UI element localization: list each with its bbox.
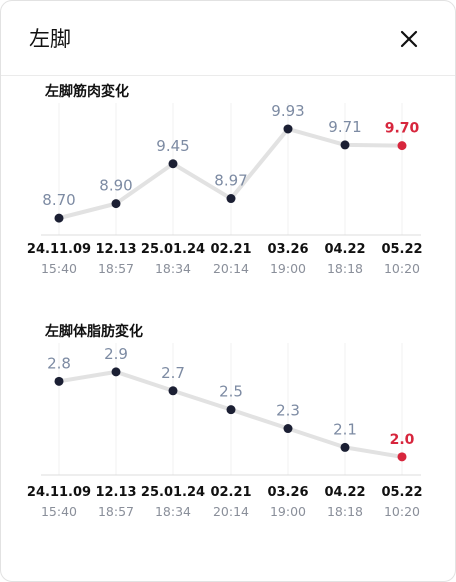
data-point: [111, 367, 121, 377]
x-tick-date: 24.11.09: [27, 485, 91, 500]
x-tick-time: 18:18: [327, 261, 363, 276]
muscle-change-chart: 8.70 24.11.09 15:40 8.90 12.13 18:57 9.45 25.01…: [27, 102, 423, 276]
x-tick-time: 15:40: [41, 504, 77, 519]
data-point: [168, 386, 178, 396]
x-tick-time: 18:34: [155, 504, 191, 519]
data-point: [340, 140, 350, 150]
data-point: [168, 159, 178, 169]
data-label: 8.70: [42, 191, 75, 209]
data-label: 9.93: [271, 102, 304, 120]
data-label: 8.97: [214, 172, 247, 190]
data-point: [226, 405, 236, 415]
x-tick-date: 02.21: [210, 485, 251, 500]
x-tick-time: 19:00: [270, 504, 306, 519]
x-tick-time: 18:57: [98, 504, 134, 519]
data-point: [226, 194, 236, 204]
x-tick-date: 12.13: [95, 242, 136, 257]
data-point: [54, 213, 64, 223]
data-label: 2.3: [276, 402, 300, 420]
close-icon: [400, 30, 418, 48]
data-label: 2.0: [390, 432, 415, 448]
x-tick-time: 18:18: [327, 504, 363, 519]
data-point: [283, 124, 293, 134]
data-label: 2.7: [161, 364, 185, 382]
page-title: 左脚: [29, 27, 71, 51]
data-point: [54, 376, 64, 386]
data-point: [340, 442, 350, 452]
x-tick-date: 25.01.24: [141, 485, 205, 500]
x-tick-time: 19:00: [270, 261, 306, 276]
x-tick-time: 20:14: [213, 504, 249, 519]
data-label: 9.70: [385, 121, 420, 137]
x-tick-date: 04.22: [324, 242, 365, 257]
x-tick-time: 20:14: [213, 261, 249, 276]
x-tick-date: 24.11.09: [27, 242, 91, 257]
x-tick-time: 10:20: [384, 504, 420, 519]
x-tick-time: 18:34: [155, 261, 191, 276]
data-point: [111, 199, 121, 209]
x-tick-date: 03.26: [267, 485, 308, 500]
x-tick-date: 03.26: [267, 242, 308, 257]
data-label: 2.9: [104, 345, 128, 363]
muscle-chart-title: 左脚筋肉変化: [45, 84, 129, 100]
fat-chart-title: 左脚体脂肪変化: [45, 324, 143, 340]
x-tick-date: 05.22: [381, 485, 422, 500]
x-tick-date: 12.13: [95, 485, 136, 500]
x-tick-date: 25.01.24: [141, 242, 205, 257]
data-label: 2.1: [333, 420, 357, 438]
x-tick-time: 15:40: [41, 261, 77, 276]
panel-header: 左脚: [1, 1, 455, 76]
data-label: 8.90: [99, 177, 132, 195]
x-tick-time: 18:57: [98, 261, 134, 276]
data-point: [397, 141, 407, 151]
data-label: 9.45: [156, 137, 189, 155]
x-tick-time: 10:20: [384, 261, 420, 276]
x-tick-date: 02.21: [210, 242, 251, 257]
x-tick-date: 05.22: [381, 242, 422, 257]
data-label: 2.5: [219, 383, 243, 401]
data-label: 9.71: [328, 118, 361, 136]
data-point: [397, 452, 407, 462]
data-label: 2.8: [47, 354, 71, 372]
data-point: [283, 424, 293, 434]
close-button[interactable]: [393, 23, 425, 55]
x-tick-date: 04.22: [324, 485, 365, 500]
